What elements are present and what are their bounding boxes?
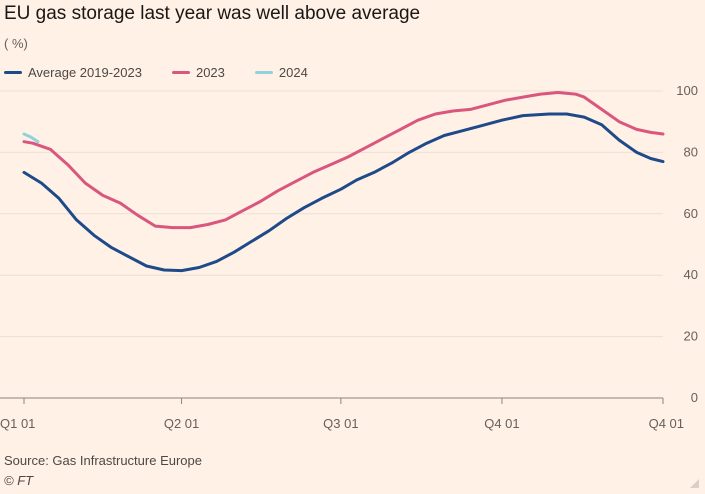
- legend-label: 2024: [278, 65, 308, 80]
- x-tick-label: Q4 01: [649, 416, 684, 431]
- legend-swatch: [254, 71, 273, 74]
- resize-handle-icon: [690, 479, 699, 488]
- x-tick-label: Q3 01: [323, 416, 358, 431]
- unit-label: ( %): [4, 36, 28, 51]
- y-tick-label: 0: [691, 390, 698, 405]
- series-line-2024: [22, 132, 40, 144]
- y-tick-label: 40: [684, 267, 698, 282]
- legend-swatch: [171, 71, 190, 74]
- legend-label: Average 2019-2023: [28, 65, 142, 80]
- x-tick-label: Q1 01: [0, 416, 35, 431]
- legend-swatch: [4, 71, 22, 74]
- series-line-2023: [22, 91, 665, 230]
- legend-label: 2023: [195, 65, 225, 80]
- y-tick-label: 100: [676, 83, 698, 98]
- x-tick-label: Q2 01: [164, 416, 199, 431]
- y-tick-label: 60: [684, 206, 698, 221]
- source-note: Source: Gas Infrastructure Europe: [4, 453, 202, 468]
- legend-item-2024: 2024: [254, 65, 308, 80]
- ft-credit: © FT: [4, 473, 34, 488]
- legend-item-average: Average 2019-2023: [4, 65, 142, 80]
- x-tick-label: Q4 01: [484, 416, 519, 431]
- chart-title: EU gas storage last year was well above …: [4, 3, 421, 24]
- y-tick-label: 20: [684, 329, 698, 344]
- legend: Average 2019-2023 2023 2024: [4, 65, 308, 80]
- y-tick-label: 80: [684, 144, 698, 159]
- series-line-average: [22, 112, 665, 273]
- legend-item-2023: 2023: [171, 65, 225, 80]
